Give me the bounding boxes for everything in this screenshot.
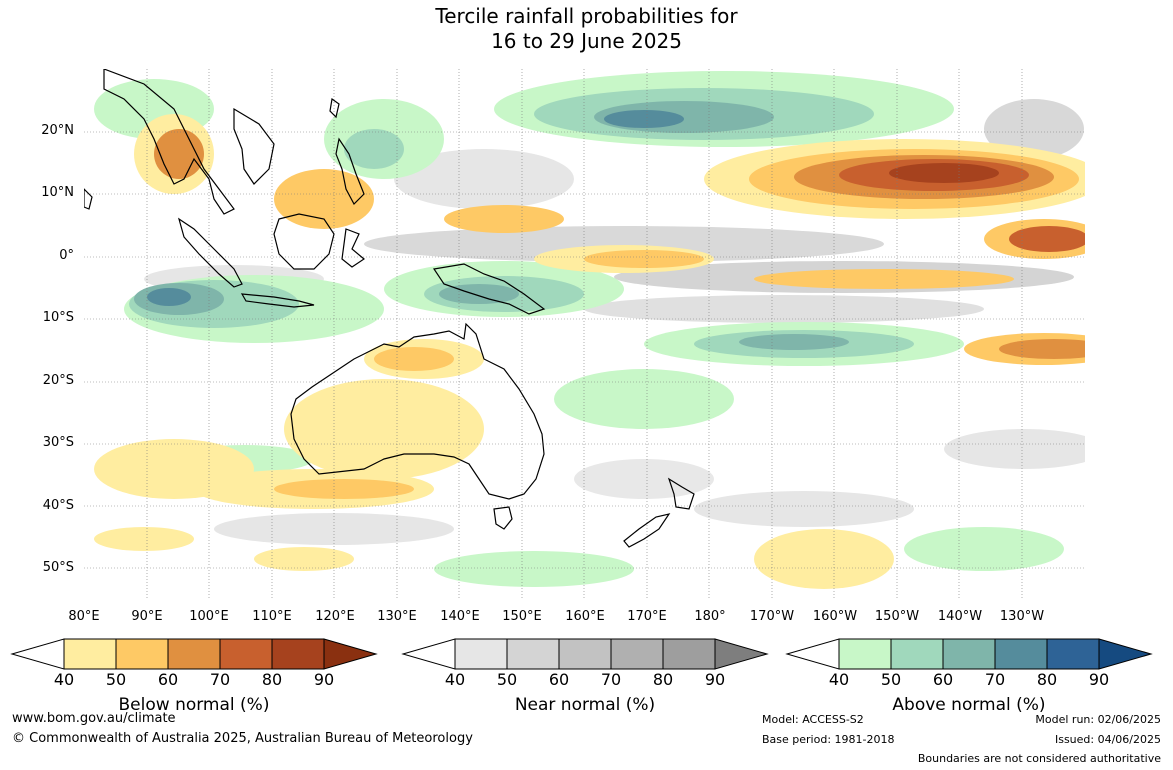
lon-tick: 160°W	[812, 609, 858, 624]
colorbar-tick: 70	[984, 670, 1006, 689]
lon-tick: 160°E	[565, 609, 605, 624]
philippines-coast	[335, 137, 365, 205]
colorbar-tick: 40	[828, 670, 850, 689]
colorbar-segment	[506, 638, 560, 670]
colorbar-segment	[115, 638, 169, 670]
colorbar-tick: 40	[444, 670, 466, 689]
new-zealand-south-coast	[623, 513, 671, 548]
colorbar-tick: 80	[261, 670, 283, 689]
borneo-coast	[273, 213, 335, 270]
colorbar-segment	[10, 638, 65, 670]
disclaimer-text: Boundaries are not considered authoritat…	[917, 752, 1161, 765]
colorbar-tick: 50	[105, 670, 127, 689]
colorbar-segment	[63, 638, 117, 670]
colorbar-segment	[1098, 638, 1153, 670]
colorbar-tick: 50	[496, 670, 518, 689]
title-line-1: Tercile rainfall probabilities for	[435, 4, 738, 28]
tasmania-coast	[493, 506, 513, 530]
colorbar-segment	[662, 638, 716, 670]
colorbar-tick: 80	[652, 670, 674, 689]
colorbar-segment	[219, 638, 273, 670]
colorbar-segment	[1046, 638, 1100, 670]
colorbar-segment	[942, 638, 996, 670]
lon-tick: 170°E	[627, 609, 667, 624]
map-graphic	[84, 69, 1085, 600]
lon-tick: 180°	[694, 609, 726, 624]
issued-text: Issued: 04/06/2025	[1054, 733, 1161, 746]
colorbar-segment	[890, 638, 944, 670]
colorbar-segment	[994, 638, 1048, 670]
new-zealand-north-coast	[667, 477, 695, 510]
lat-tick: 10°S	[42, 310, 74, 325]
lon-tick: 100°E	[189, 609, 229, 624]
colorbar-tick: 40	[53, 670, 75, 689]
lon-tick: 90°E	[131, 609, 163, 624]
colorbar-segment	[454, 638, 508, 670]
lat-tick: 20°S	[42, 373, 74, 388]
model-run-text: Model run: 02/06/2025	[1035, 713, 1161, 726]
sri-lanka-coast	[84, 188, 93, 210]
map-title: Tercile rainfall probabilities for 16 to…	[0, 4, 1173, 54]
lon-tick: 150°E	[502, 609, 542, 624]
colorbar-tick: 60	[932, 670, 954, 689]
colorbar-tick: 80	[1036, 670, 1058, 689]
colorbar-segment	[785, 638, 840, 670]
australia-coast	[290, 322, 545, 500]
graticule	[84, 69, 1085, 600]
lat-tick: 40°S	[42, 498, 74, 513]
colorbar-tick: 50	[880, 670, 902, 689]
near-normal-label: Near normal (%)	[514, 695, 656, 715]
colorbar-segment	[323, 638, 378, 670]
colorbar-segment	[838, 638, 892, 670]
lon-tick: 150°W	[874, 609, 920, 624]
indochina-coast	[233, 107, 275, 185]
coastlines	[84, 69, 695, 548]
model-text: Model: ACCESS-S2	[762, 713, 864, 726]
southeast-asia-coast	[103, 69, 235, 215]
colorbar-segment	[714, 638, 769, 670]
lon-tick: 170°W	[749, 609, 795, 624]
colorbar-tick: 60	[548, 670, 570, 689]
website-link[interactable]: www.bom.gov.au/climate	[12, 711, 176, 726]
colorbar-tick: 70	[209, 670, 231, 689]
colorbar-segment	[610, 638, 664, 670]
above-normal-colorbar	[785, 638, 1153, 670]
lon-tick: 130°E	[377, 609, 417, 624]
new-guinea-coast	[432, 263, 546, 315]
colorbar-segment	[271, 638, 325, 670]
colorbar-tick: 90	[1088, 670, 1110, 689]
colorbar-tick: 90	[704, 670, 726, 689]
above-normal-label: Above normal (%)	[892, 695, 1046, 715]
probability-map	[84, 69, 1085, 600]
lon-tick: 120°E	[315, 609, 355, 624]
near-normal-colorbar	[401, 638, 769, 670]
lat-tick: 0°	[59, 248, 74, 263]
sumatra-coast	[177, 217, 243, 288]
lat-tick: 10°N	[41, 185, 74, 200]
below-normal-colorbar	[10, 638, 378, 670]
lon-tick: 110°E	[252, 609, 292, 624]
lon-tick: 140°W	[937, 609, 983, 624]
lon-tick: 130°W	[999, 609, 1045, 624]
lat-tick: 30°S	[42, 435, 74, 450]
lat-tick: 20°N	[41, 123, 74, 138]
java-coast	[240, 293, 315, 308]
lon-tick: 140°E	[440, 609, 480, 624]
colorbar-segment	[401, 638, 456, 670]
above-normal-areas	[94, 71, 1064, 587]
copyright-text: © Commonwealth of Australia 2025, Austra…	[12, 731, 473, 746]
colorbar-segment	[558, 638, 612, 670]
taiwan-coast	[329, 97, 340, 119]
below-normal-label: Below normal (%)	[118, 695, 270, 715]
colorbar-tick: 90	[313, 670, 335, 689]
colorbar-segment	[167, 638, 221, 670]
title-line-2: 16 to 29 June 2025	[491, 29, 682, 53]
base-period-text: Base period: 1981-2018	[762, 733, 895, 746]
lat-tick: 50°S	[42, 560, 74, 575]
colorbar-tick: 70	[600, 670, 622, 689]
lon-tick: 80°E	[68, 609, 100, 624]
colorbar-tick: 60	[157, 670, 179, 689]
sulawesi-coast	[341, 228, 366, 268]
